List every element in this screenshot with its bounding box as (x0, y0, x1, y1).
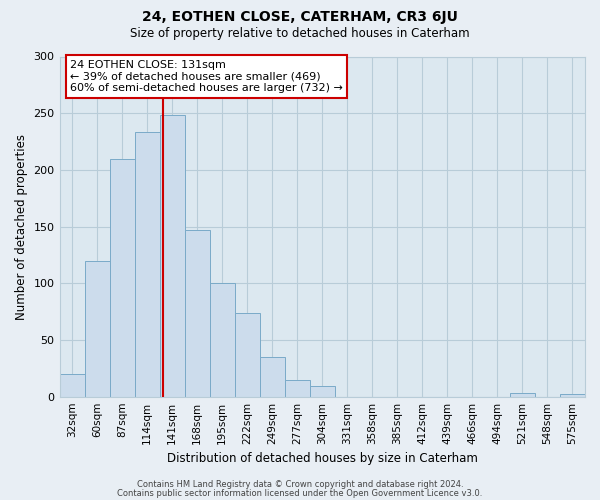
Bar (510, 394, 535, 396)
Text: Contains HM Land Registry data © Crown copyright and database right 2024.: Contains HM Land Registry data © Crown c… (137, 480, 463, 489)
Bar (310, 386, 335, 396)
Bar (185, 230, 209, 396)
Text: Contains public sector information licensed under the Open Government Licence v3: Contains public sector information licen… (118, 488, 482, 498)
Bar (260, 357, 285, 397)
Bar (85, 260, 110, 396)
X-axis label: Distribution of detached houses by size in Caterham: Distribution of detached houses by size … (167, 452, 478, 465)
Bar (209, 284, 235, 397)
Text: Size of property relative to detached houses in Caterham: Size of property relative to detached ho… (130, 28, 470, 40)
Text: 24 EOTHEN CLOSE: 131sqm
← 39% of detached houses are smaller (469)
60% of semi-d: 24 EOTHEN CLOSE: 131sqm ← 39% of detache… (70, 60, 343, 93)
Bar (160, 116, 185, 396)
Bar (560, 394, 585, 396)
Bar (285, 380, 310, 396)
Bar (134, 132, 160, 396)
Bar (110, 158, 134, 396)
Bar (59, 374, 85, 396)
Bar (235, 313, 260, 396)
Text: 24, EOTHEN CLOSE, CATERHAM, CR3 6JU: 24, EOTHEN CLOSE, CATERHAM, CR3 6JU (142, 10, 458, 24)
Y-axis label: Number of detached properties: Number of detached properties (15, 134, 28, 320)
